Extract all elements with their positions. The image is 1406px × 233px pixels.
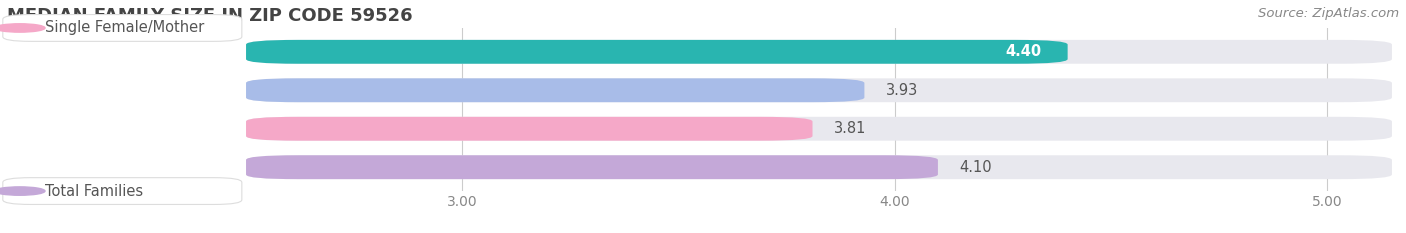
FancyBboxPatch shape	[246, 155, 1392, 179]
Text: 4.40: 4.40	[1005, 44, 1042, 59]
Text: Source: ZipAtlas.com: Source: ZipAtlas.com	[1258, 7, 1399, 20]
FancyBboxPatch shape	[246, 78, 865, 102]
Text: Total Families: Total Families	[45, 184, 143, 199]
Text: 3.93: 3.93	[886, 83, 918, 98]
Text: MEDIAN FAMILY SIZE IN ZIP CODE 59526: MEDIAN FAMILY SIZE IN ZIP CODE 59526	[7, 7, 412, 25]
FancyBboxPatch shape	[246, 40, 1392, 64]
FancyBboxPatch shape	[246, 40, 1067, 64]
FancyBboxPatch shape	[246, 155, 938, 179]
Text: 4.10: 4.10	[959, 160, 993, 175]
FancyBboxPatch shape	[246, 78, 1392, 102]
FancyBboxPatch shape	[246, 117, 1392, 141]
Text: 3.81: 3.81	[834, 121, 866, 136]
FancyBboxPatch shape	[246, 117, 813, 141]
Text: Single Female/Mother: Single Female/Mother	[45, 21, 204, 35]
